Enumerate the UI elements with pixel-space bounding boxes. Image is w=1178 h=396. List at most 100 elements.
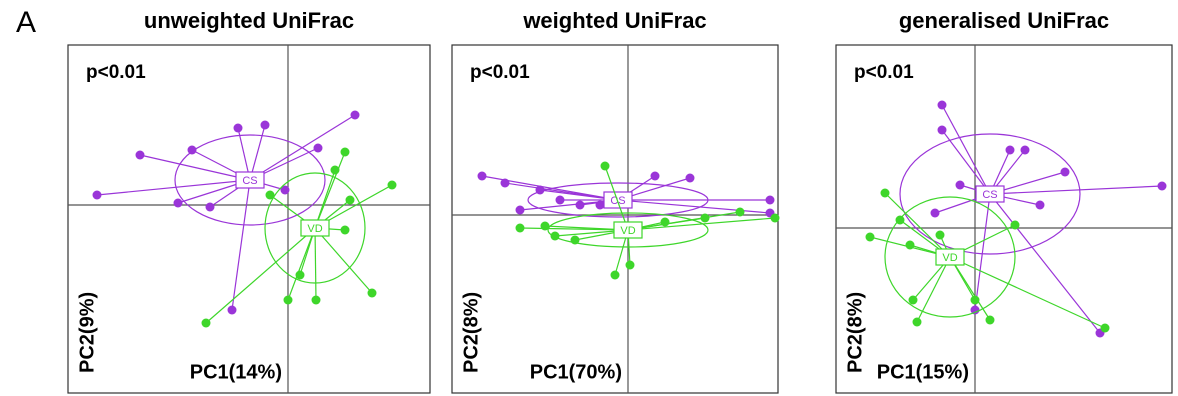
point <box>685 173 695 183</box>
point <box>865 232 875 242</box>
point <box>340 147 350 157</box>
point <box>540 221 550 231</box>
point <box>387 180 397 190</box>
plot-frame <box>835 44 1173 394</box>
centroid-label: VD <box>307 223 322 235</box>
point <box>311 295 321 305</box>
point <box>660 217 670 227</box>
spread-ellipse <box>174 134 326 226</box>
point <box>340 225 350 235</box>
spoke <box>627 211 741 231</box>
point <box>895 215 905 225</box>
spread-ellipse <box>547 212 709 248</box>
y-axis-label: PC2(9%) <box>76 292 98 373</box>
spread-ellipse <box>899 133 1081 255</box>
point <box>1060 167 1070 177</box>
point <box>265 190 275 200</box>
p-value: p<0.01 <box>86 62 146 83</box>
spoke <box>627 217 776 231</box>
y-axis-label: PC2(8%) <box>460 292 482 373</box>
centroid-label: VD <box>620 225 635 237</box>
point <box>912 317 922 327</box>
point <box>1035 200 1045 210</box>
centroid <box>975 185 1005 203</box>
group: CS <box>899 100 1167 338</box>
x-axis-label: PC1(70%) <box>530 361 622 383</box>
spoke <box>989 193 1101 334</box>
spread-ellipse <box>264 172 366 284</box>
point <box>1100 323 1110 333</box>
point <box>600 161 610 171</box>
spoke <box>604 165 629 231</box>
spoke <box>237 127 251 181</box>
point <box>570 235 580 245</box>
point <box>205 202 215 212</box>
point <box>555 195 565 205</box>
spoke <box>249 114 356 181</box>
point <box>880 188 890 198</box>
centroid <box>613 221 643 239</box>
panel-title: weighted UniFrac <box>522 8 706 33</box>
spoke <box>139 154 251 181</box>
spoke <box>96 179 251 196</box>
centroid-label: CS <box>242 175 257 187</box>
y-axis-label: PC2(8%) <box>844 292 866 373</box>
point <box>500 178 510 188</box>
point <box>955 180 965 190</box>
point <box>477 171 487 181</box>
group: VD <box>515 161 780 280</box>
point <box>765 195 775 205</box>
point <box>700 213 710 223</box>
spoke <box>884 192 951 258</box>
point <box>283 295 293 305</box>
point <box>227 305 237 315</box>
spoke <box>949 256 1106 329</box>
point <box>173 198 183 208</box>
point <box>595 200 605 210</box>
point <box>905 240 915 250</box>
spoke <box>949 256 991 321</box>
spoke <box>314 227 373 294</box>
centroid <box>935 248 965 266</box>
point <box>515 205 525 215</box>
spoke <box>974 193 991 311</box>
p-value: p<0.01 <box>854 62 914 83</box>
panel-title: generalised UniFrac <box>899 8 1109 33</box>
point <box>295 270 305 280</box>
spoke <box>941 129 991 195</box>
point <box>233 123 243 133</box>
point <box>735 207 745 217</box>
centroid <box>603 191 633 209</box>
p-value: p<0.01 <box>470 62 530 83</box>
spoke <box>617 199 771 214</box>
point <box>550 231 560 241</box>
point <box>650 171 660 181</box>
point <box>1005 145 1015 155</box>
point <box>187 145 197 155</box>
x-axis-label: PC1(14%) <box>190 361 282 383</box>
point <box>1020 145 1030 155</box>
point <box>313 143 323 153</box>
point <box>260 120 270 130</box>
spoke <box>249 124 266 181</box>
spoke <box>205 227 316 324</box>
centroid <box>235 171 265 189</box>
plot-frame <box>451 44 779 394</box>
point <box>345 195 355 205</box>
point <box>515 223 525 233</box>
spoke <box>314 227 317 301</box>
centroid <box>300 219 330 237</box>
spoke <box>916 256 951 323</box>
centroid-label: VD <box>942 252 957 264</box>
x-axis-label: PC1(15%) <box>877 361 969 383</box>
point <box>970 295 980 305</box>
spoke <box>287 227 316 301</box>
spoke <box>314 169 336 229</box>
group: CS <box>477 171 775 218</box>
spoke <box>941 104 991 195</box>
point <box>280 185 290 195</box>
point <box>330 165 340 175</box>
centroid-label: CS <box>982 189 997 201</box>
point <box>92 190 102 200</box>
